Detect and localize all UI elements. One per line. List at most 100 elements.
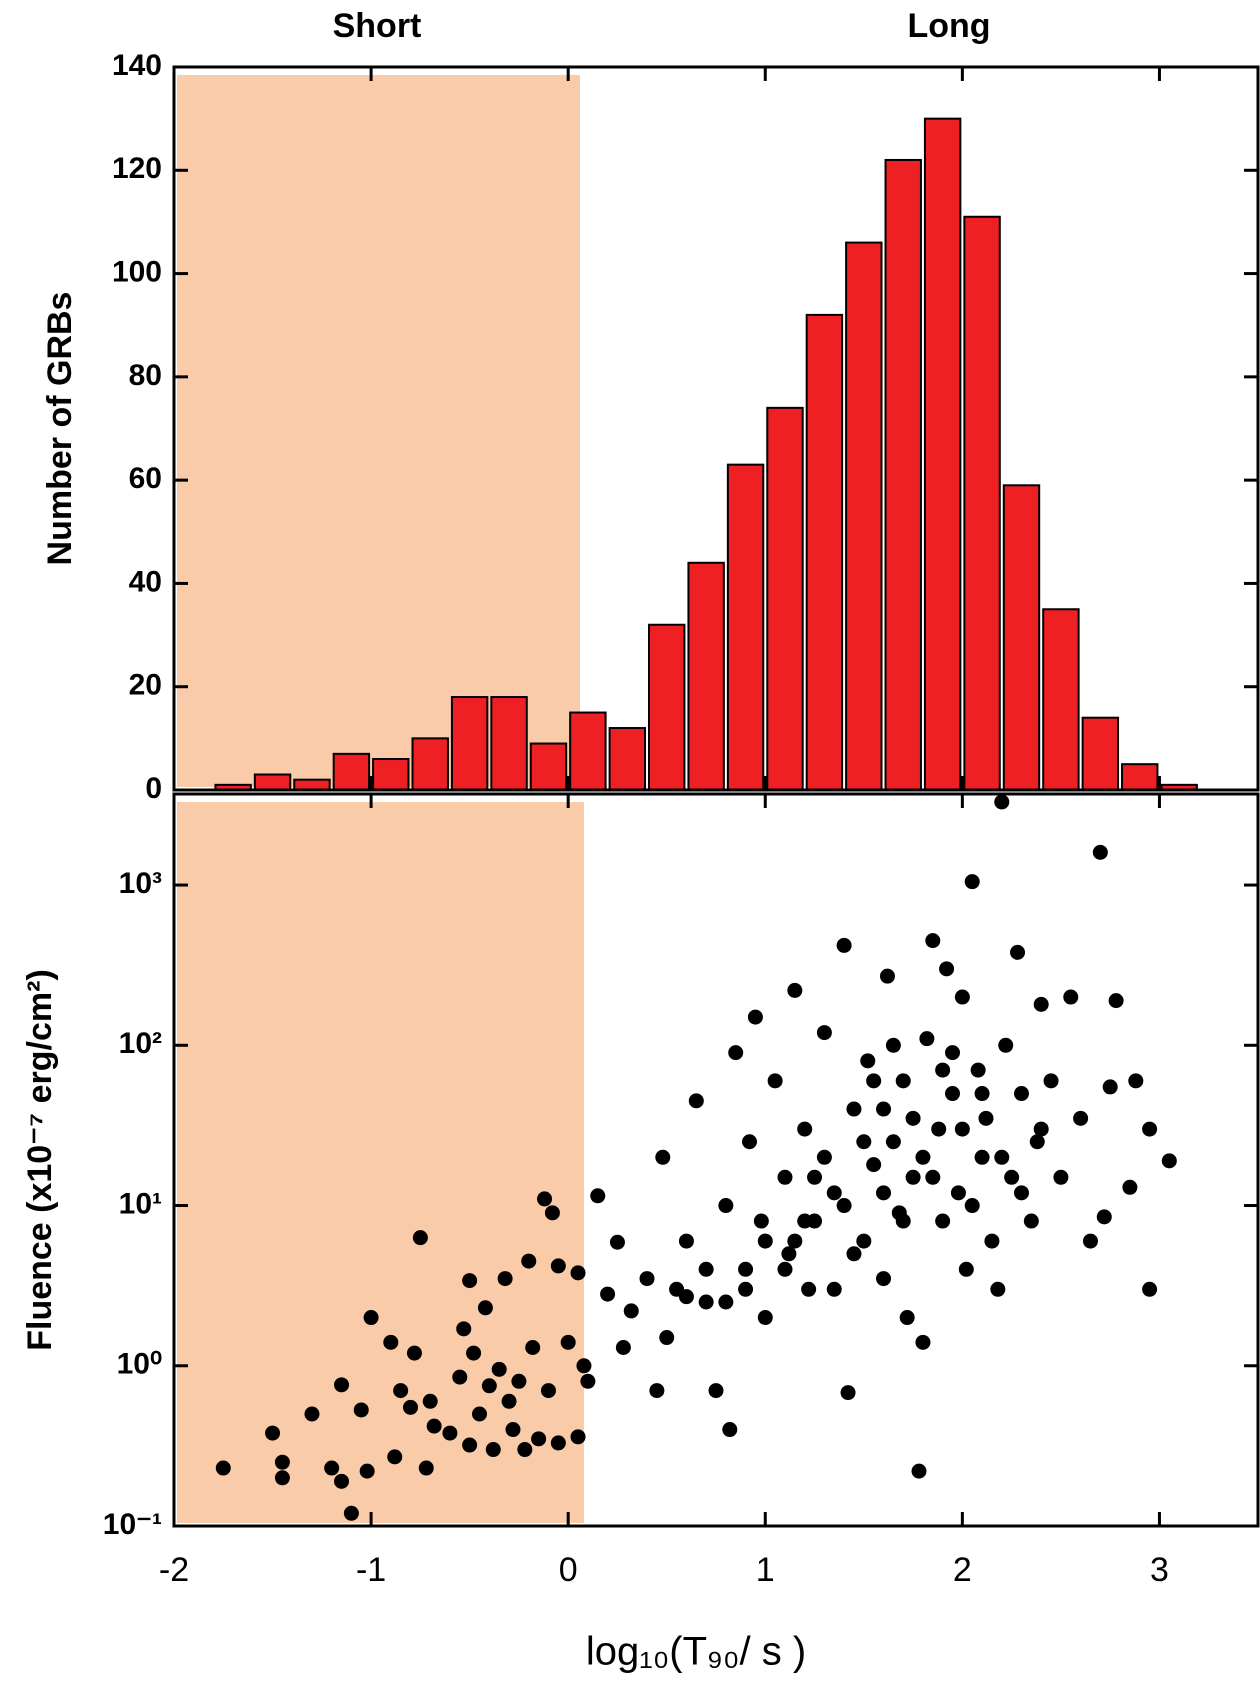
- point: [678, 1233, 694, 1249]
- bar: [253, 773, 292, 791]
- x-tick-label: 0: [559, 1551, 578, 1589]
- point: [911, 1463, 927, 1479]
- point: [274, 1454, 290, 1470]
- point: [925, 1169, 941, 1185]
- point: [600, 1286, 616, 1302]
- point: [1128, 1073, 1144, 1089]
- point: [1033, 1121, 1049, 1137]
- point: [576, 1358, 592, 1374]
- point: [777, 1169, 793, 1185]
- point: [580, 1373, 596, 1389]
- point: [970, 1062, 986, 1078]
- point: [426, 1418, 442, 1434]
- point: [974, 1149, 990, 1165]
- point: [1010, 944, 1026, 960]
- point: [462, 1273, 478, 1289]
- x-tick-label: -1: [356, 1551, 386, 1589]
- point: [876, 1185, 892, 1201]
- point: [738, 1261, 754, 1277]
- point: [343, 1505, 359, 1521]
- point: [958, 1261, 974, 1277]
- point: [836, 937, 852, 953]
- point: [215, 1460, 231, 1476]
- point: [797, 1121, 813, 1137]
- point: [550, 1435, 566, 1451]
- point: [742, 1134, 758, 1150]
- y-tick-label: 60: [129, 462, 162, 495]
- point: [497, 1271, 513, 1287]
- point: [471, 1406, 487, 1422]
- point: [324, 1460, 340, 1476]
- point: [1082, 1233, 1098, 1249]
- point: [501, 1393, 517, 1409]
- point: [609, 1234, 625, 1250]
- point: [816, 1149, 832, 1165]
- y-tick-label: 10¹: [119, 1187, 162, 1220]
- point: [544, 1205, 560, 1221]
- bar: [1081, 716, 1120, 792]
- bar: [490, 696, 528, 791]
- bar: [1042, 608, 1080, 791]
- point: [406, 1345, 422, 1361]
- point: [615, 1340, 631, 1356]
- point: [925, 933, 941, 949]
- point: [876, 1271, 892, 1287]
- point: [781, 1246, 797, 1262]
- point: [728, 1045, 744, 1061]
- point: [807, 1169, 823, 1185]
- point: [418, 1460, 434, 1476]
- point: [359, 1463, 375, 1479]
- y-tick-label: 80: [129, 359, 162, 392]
- point: [866, 1157, 882, 1173]
- point: [753, 1213, 769, 1229]
- point: [1013, 1185, 1029, 1201]
- point: [477, 1300, 493, 1316]
- bar: [923, 117, 962, 791]
- y-tick-label: 10⁰: [117, 1348, 162, 1381]
- point: [590, 1188, 606, 1204]
- point: [840, 1385, 856, 1401]
- x-tick-label: -2: [159, 1551, 189, 1589]
- point: [505, 1422, 521, 1438]
- point: [787, 982, 803, 998]
- point: [560, 1334, 576, 1350]
- y-tick-label: 0: [145, 772, 162, 805]
- point: [649, 1383, 665, 1399]
- x-axis-label: log₁₀(T₉₀/ s ): [586, 1630, 806, 1674]
- point: [801, 1281, 817, 1297]
- point: [688, 1093, 704, 1109]
- bar: [766, 406, 804, 791]
- point: [998, 1037, 1014, 1053]
- point: [387, 1449, 403, 1465]
- bar: [963, 215, 1001, 791]
- point: [718, 1198, 734, 1214]
- point: [1023, 1213, 1039, 1229]
- point: [540, 1383, 556, 1399]
- point: [655, 1149, 671, 1165]
- point: [363, 1310, 379, 1326]
- point: [836, 1198, 852, 1214]
- point: [1142, 1281, 1158, 1297]
- point: [984, 1233, 1000, 1249]
- bar: [805, 313, 844, 791]
- point: [885, 1037, 901, 1053]
- point: [939, 961, 955, 977]
- point: [1142, 1121, 1158, 1137]
- point: [678, 1289, 694, 1305]
- plot-frame: [172, 65, 1260, 792]
- point: [570, 1265, 586, 1281]
- bar: [332, 752, 371, 791]
- point: [698, 1294, 714, 1310]
- point: [722, 1422, 738, 1438]
- point: [639, 1271, 655, 1287]
- point: [466, 1345, 482, 1361]
- point: [659, 1330, 675, 1346]
- y-tick-label: 10⁻¹: [103, 1508, 162, 1541]
- point: [274, 1470, 290, 1486]
- point: [905, 1169, 921, 1185]
- bar: [687, 561, 725, 791]
- point: [422, 1393, 438, 1409]
- point: [412, 1230, 428, 1246]
